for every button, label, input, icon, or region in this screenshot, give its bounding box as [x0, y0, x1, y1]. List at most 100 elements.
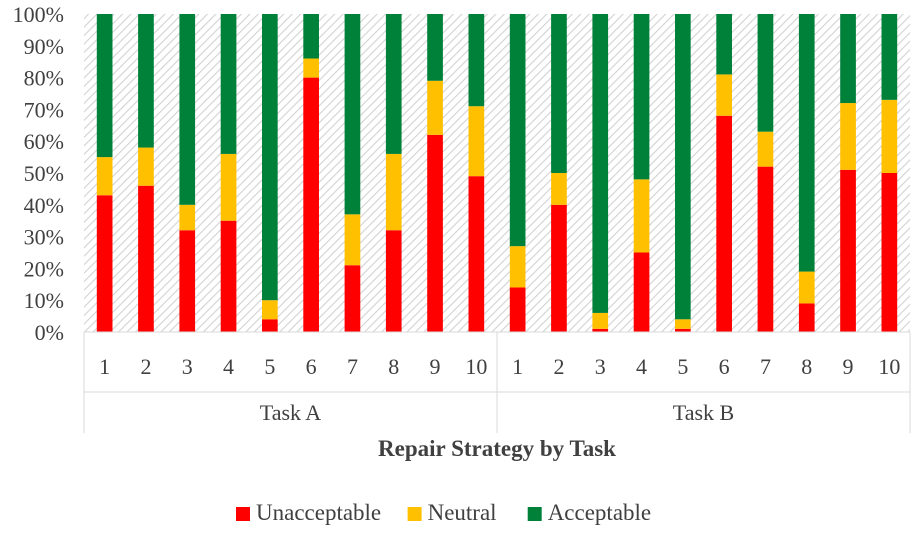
x-tick-label: 5	[677, 354, 688, 379]
bar-segment-unacceptable	[468, 176, 485, 332]
bar-segment-neutral	[840, 103, 856, 170]
bar-segment-unacceptable	[262, 319, 278, 332]
bar-segment-acceptable	[716, 14, 732, 75]
bar-segment-unacceptable	[716, 115, 732, 332]
x-tick-label: 6	[719, 354, 730, 379]
bar-segment-acceptable	[757, 14, 774, 132]
bar-segment-acceptable	[179, 14, 196, 205]
y-tick-label: 0%	[35, 320, 64, 345]
legend-swatch	[236, 507, 250, 521]
bar-segment-neutral	[427, 80, 443, 135]
bar-segment-neutral	[509, 246, 526, 288]
bar-segment-unacceptable	[385, 230, 402, 332]
group-label: Task A	[260, 400, 322, 425]
bar-segment-acceptable	[220, 14, 237, 154]
bar-segment-neutral	[881, 99, 898, 173]
bar-segment-neutral	[675, 319, 691, 329]
x-tick-label: 8	[388, 354, 399, 379]
legend-swatch	[527, 507, 542, 521]
x-tick-label: 8	[801, 354, 812, 379]
bar-segment-neutral	[633, 179, 650, 253]
bar-segment-neutral	[592, 312, 609, 329]
legend-label: Acceptable	[548, 500, 651, 525]
bar-segment-neutral	[757, 131, 774, 167]
bar-segment-acceptable	[551, 14, 567, 173]
bar-segment-unacceptable	[509, 287, 526, 332]
legend-item: Neutral	[407, 500, 497, 525]
x-axis-title: Repair Strategy by Task	[378, 436, 616, 461]
y-tick-label: 20%	[24, 256, 64, 281]
bar-segment-neutral	[385, 153, 402, 231]
bar-segment-neutral	[262, 300, 278, 320]
bar-segment-unacceptable	[675, 328, 691, 332]
bar-segment-unacceptable	[220, 220, 237, 332]
bar-segment-acceptable	[138, 14, 154, 148]
x-tick-label: 6	[306, 354, 317, 379]
bar-segment-neutral	[344, 214, 361, 266]
legend-item: Acceptable	[527, 500, 651, 525]
bar-segment-acceptable	[385, 14, 402, 154]
x-tick-label: 10	[878, 354, 900, 379]
bar-segment-neutral	[468, 106, 485, 177]
bar-segment-neutral	[179, 204, 196, 231]
x-tick-label: 10	[465, 354, 487, 379]
x-tick-label: 2	[140, 354, 151, 379]
bar-segment-unacceptable	[344, 265, 361, 332]
bar-segment-unacceptable	[840, 169, 856, 332]
bar-segment-acceptable	[840, 14, 856, 104]
legend-label: Neutral	[428, 500, 497, 525]
y-tick-label: 60%	[24, 129, 64, 154]
bar-segment-unacceptable	[96, 195, 113, 332]
x-tick-label: 9	[843, 354, 854, 379]
x-tick-label: 5	[264, 354, 275, 379]
x-tick-label: 3	[595, 354, 606, 379]
x-tick-label: 1	[99, 354, 110, 379]
bar-segment-acceptable	[675, 14, 691, 320]
bar-segment-unacceptable	[633, 252, 650, 332]
x-tick-label: 3	[182, 354, 193, 379]
bar-segment-neutral	[138, 147, 154, 186]
bar-segment-unacceptable	[179, 230, 196, 332]
group-label: Task B	[673, 400, 734, 425]
legend: Unacceptable Neutral Acceptable	[236, 500, 651, 525]
bar-segment-acceptable	[303, 14, 319, 59]
bar-segment-acceptable	[509, 14, 526, 247]
bar-segment-neutral	[303, 58, 319, 78]
y-tick-label: 90%	[24, 34, 64, 59]
plot-area-background	[84, 14, 910, 332]
bar-segment-unacceptable	[138, 185, 154, 332]
legend-swatch	[407, 507, 422, 521]
bar-segment-unacceptable	[592, 328, 609, 332]
legend-label: Unacceptable	[256, 500, 381, 525]
bar-segment-unacceptable	[757, 166, 774, 332]
bar-segment-acceptable	[592, 14, 609, 313]
bar-segment-acceptable	[881, 14, 898, 100]
y-tick-label: 30%	[24, 225, 64, 250]
y-tick-label: 40%	[24, 193, 64, 218]
bar-segment-acceptable	[427, 14, 443, 81]
bar-segment-neutral	[798, 271, 815, 304]
bar-segment-acceptable	[262, 14, 278, 301]
x-tick-label: 1	[512, 354, 523, 379]
bar-segment-unacceptable	[798, 303, 815, 332]
bar-segment-neutral	[96, 157, 113, 196]
y-tick-label: 80%	[24, 66, 64, 91]
bar-segment-acceptable	[798, 14, 815, 272]
x-tick-label: 9	[430, 354, 441, 379]
bar-segment-acceptable	[633, 14, 650, 180]
bar-segment-unacceptable	[881, 173, 898, 332]
x-tick-label: 4	[223, 354, 234, 379]
bar-segment-neutral	[716, 74, 732, 116]
bar-segment-acceptable	[344, 14, 361, 215]
bar-segment-acceptable	[468, 14, 485, 107]
x-tick-label: 7	[760, 354, 771, 379]
x-tick-label: 4	[636, 354, 647, 379]
legend-item: Unacceptable	[236, 500, 381, 525]
x-tick-label: 7	[347, 354, 358, 379]
x-tick-label: 2	[553, 354, 564, 379]
y-tick-label: 10%	[24, 288, 64, 313]
bar-segment-neutral	[551, 173, 567, 205]
y-tick-label: 100%	[13, 2, 64, 27]
